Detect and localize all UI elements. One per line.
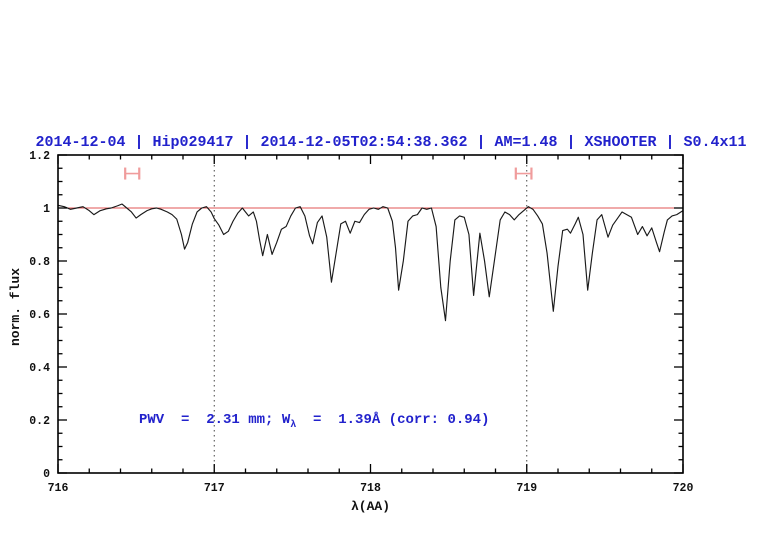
- svg-text:719: 719: [516, 482, 537, 495]
- x-tick-labels: 716 717 718 719 720: [48, 482, 694, 495]
- svg-text:718: 718: [360, 482, 381, 495]
- lambda-subscript: λ: [290, 419, 297, 431]
- svg-text:0.4: 0.4: [29, 362, 50, 375]
- telluric-band-marker: [514, 167, 533, 180]
- svg-text:717: 717: [204, 482, 225, 495]
- pwv-text: PWV = 2.31 mm; W: [139, 412, 291, 428]
- axis-ticks: [57, 154, 684, 474]
- svg-text:1: 1: [43, 203, 50, 216]
- spectrum-line: [57, 203, 684, 322]
- observation-title: 2014-12-04 | Hip029417 | 2014-12-05T02:5…: [35, 134, 747, 151]
- svg-text:716: 716: [48, 482, 69, 495]
- y-axis-label: norm. flux: [8, 268, 23, 347]
- y-tick-labels: 0 0.2 0.4 0.6 0.8 1 1.2: [29, 150, 50, 481]
- svg-text:0.6: 0.6: [29, 309, 50, 322]
- pwv-annotation: PWV = 2.31 mm; Wλ = 1.39Å (corr: 0.94): [139, 412, 489, 431]
- svg-text:720: 720: [673, 482, 694, 495]
- telluric-band-marker: [124, 167, 141, 180]
- svg-text:0: 0: [43, 468, 50, 481]
- x-axis-label: λ(AA): [350, 499, 390, 514]
- svg-text:0.2: 0.2: [29, 415, 50, 428]
- svg-text:0.8: 0.8: [29, 256, 50, 269]
- svg-text:1.2: 1.2: [29, 150, 50, 163]
- equivalent-width-text: = 1.39Å (corr: 0.94): [296, 412, 490, 428]
